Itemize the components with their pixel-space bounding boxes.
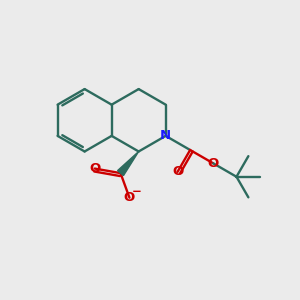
Text: N: N (160, 129, 171, 142)
Text: O: O (89, 162, 100, 175)
Text: −: − (132, 185, 142, 198)
Text: O: O (208, 157, 219, 170)
Text: O: O (124, 191, 135, 204)
Polygon shape (118, 152, 139, 176)
Text: O: O (172, 165, 183, 178)
